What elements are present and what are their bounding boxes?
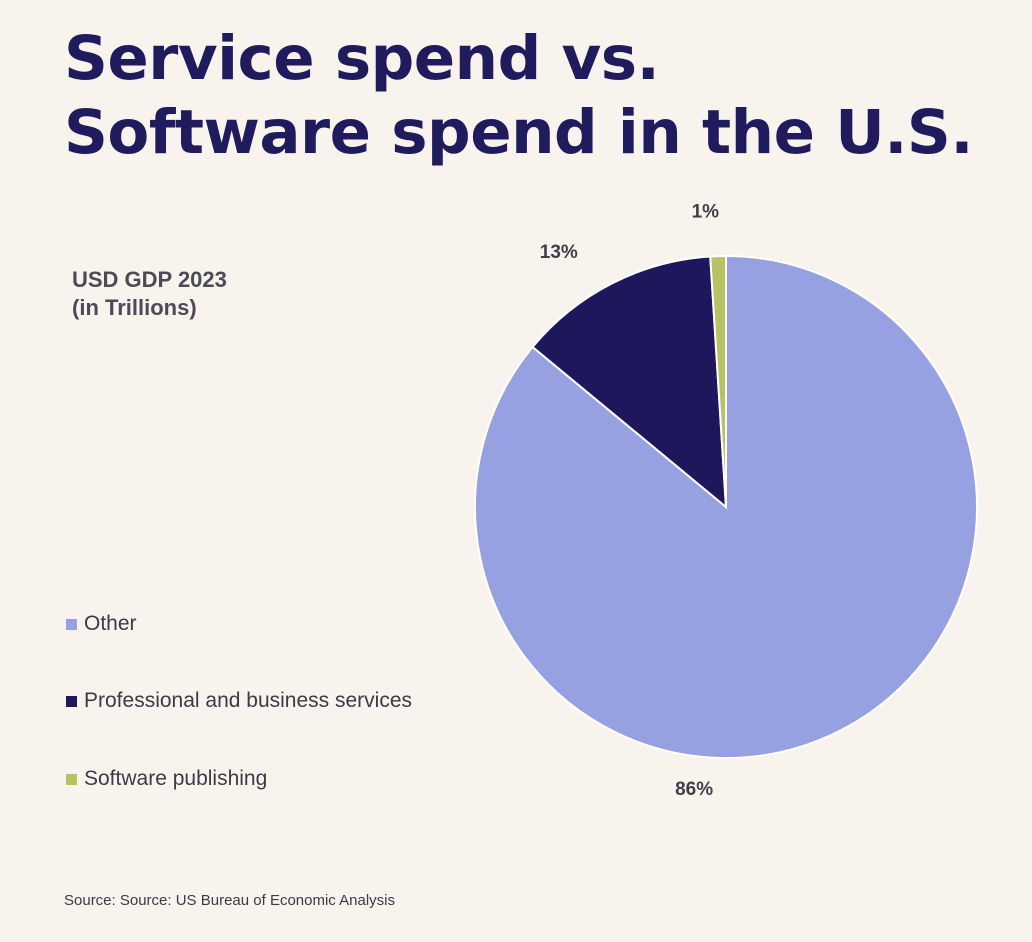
pie-slice-software-publishing (709, 254, 727, 508)
pie-label-other: 86% (675, 779, 713, 800)
pie-label-software-publishing: 1% (692, 202, 720, 223)
legend-label-software-publishing: Software publishing (84, 767, 268, 790)
source-note: Source: Source: US Bureau of Economic An… (64, 892, 395, 909)
legend-item-software-publishing: Software publishing (66, 767, 267, 791)
legend-swatch-other (66, 618, 77, 630)
chart-title-line-1: Service spend vs. (64, 23, 660, 94)
legend-swatch-software-publishing (66, 773, 77, 785)
legend-swatch-professional-services (66, 695, 77, 707)
pie-slice-professional-services (531, 255, 728, 510)
unit-label-line-1: USD GDP 2023 (72, 267, 227, 292)
chart-title: Service spend vs. Software spend in the … (64, 22, 974, 170)
legend-label-other: Other (84, 612, 137, 635)
legend: Other Professional and business services… (66, 0, 486, 942)
chart-title-line-2: Software spend in the U.S. (64, 97, 974, 168)
legend-item-professional-services: Professional and business services (66, 689, 412, 713)
pie-label-professional-services: 13% (540, 242, 578, 263)
unit-label-line-2: (in Trillions) (72, 295, 197, 320)
unit-label: USD GDP 2023 (in Trillions) (72, 266, 227, 322)
legend-item-other: Other (66, 612, 137, 636)
legend-label-professional-services: Professional and business services (84, 689, 413, 712)
